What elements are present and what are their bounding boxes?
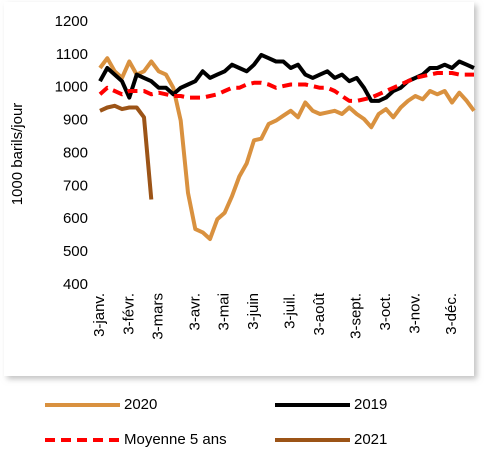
legend-label: 2021: [354, 431, 387, 448]
x-tick-label: 3-mai: [216, 293, 233, 331]
x-tick-label: 3-nov.: [406, 293, 423, 334]
x-tick-label: 3-mars: [150, 293, 167, 340]
x-tick-label: 3-déc.: [443, 293, 460, 335]
x-tick-label: 3-avr.: [186, 293, 203, 331]
y-tick-label: 400: [63, 276, 88, 293]
y-tick-label: 600: [63, 210, 88, 227]
y-tick-label: 700: [63, 177, 88, 194]
series-line: [98, 56, 476, 241]
chart-panel: [4, 2, 474, 376]
y-tick-label: 1200: [55, 13, 88, 30]
x-tick-label: 3-janv.: [91, 293, 108, 337]
legend-label: 2020: [124, 396, 157, 413]
x-tick-label: 3-févr.: [120, 293, 137, 335]
x-tick-label: 3-août: [311, 292, 328, 335]
legend-label: 2019: [354, 396, 387, 413]
legend-label: Moyenne 5 ans: [124, 431, 227, 448]
series-line: [98, 71, 474, 103]
y-tick-label: 1000: [55, 79, 88, 96]
y-axis-label: 1000 barils/jour: [9, 103, 26, 206]
x-tick-label: 3-oct.: [377, 293, 394, 331]
x-tick-label: 3-sept.: [348, 293, 365, 339]
y-tick-label: 1100: [56, 46, 88, 63]
x-tick-label: 3-juil.: [282, 293, 299, 329]
series-line: [99, 103, 154, 200]
y-tick-label: 500: [63, 243, 88, 260]
y-tick-label: 900: [63, 112, 88, 129]
y-tick-label: 800: [63, 144, 88, 161]
x-tick-label: 3-juin: [245, 293, 262, 330]
